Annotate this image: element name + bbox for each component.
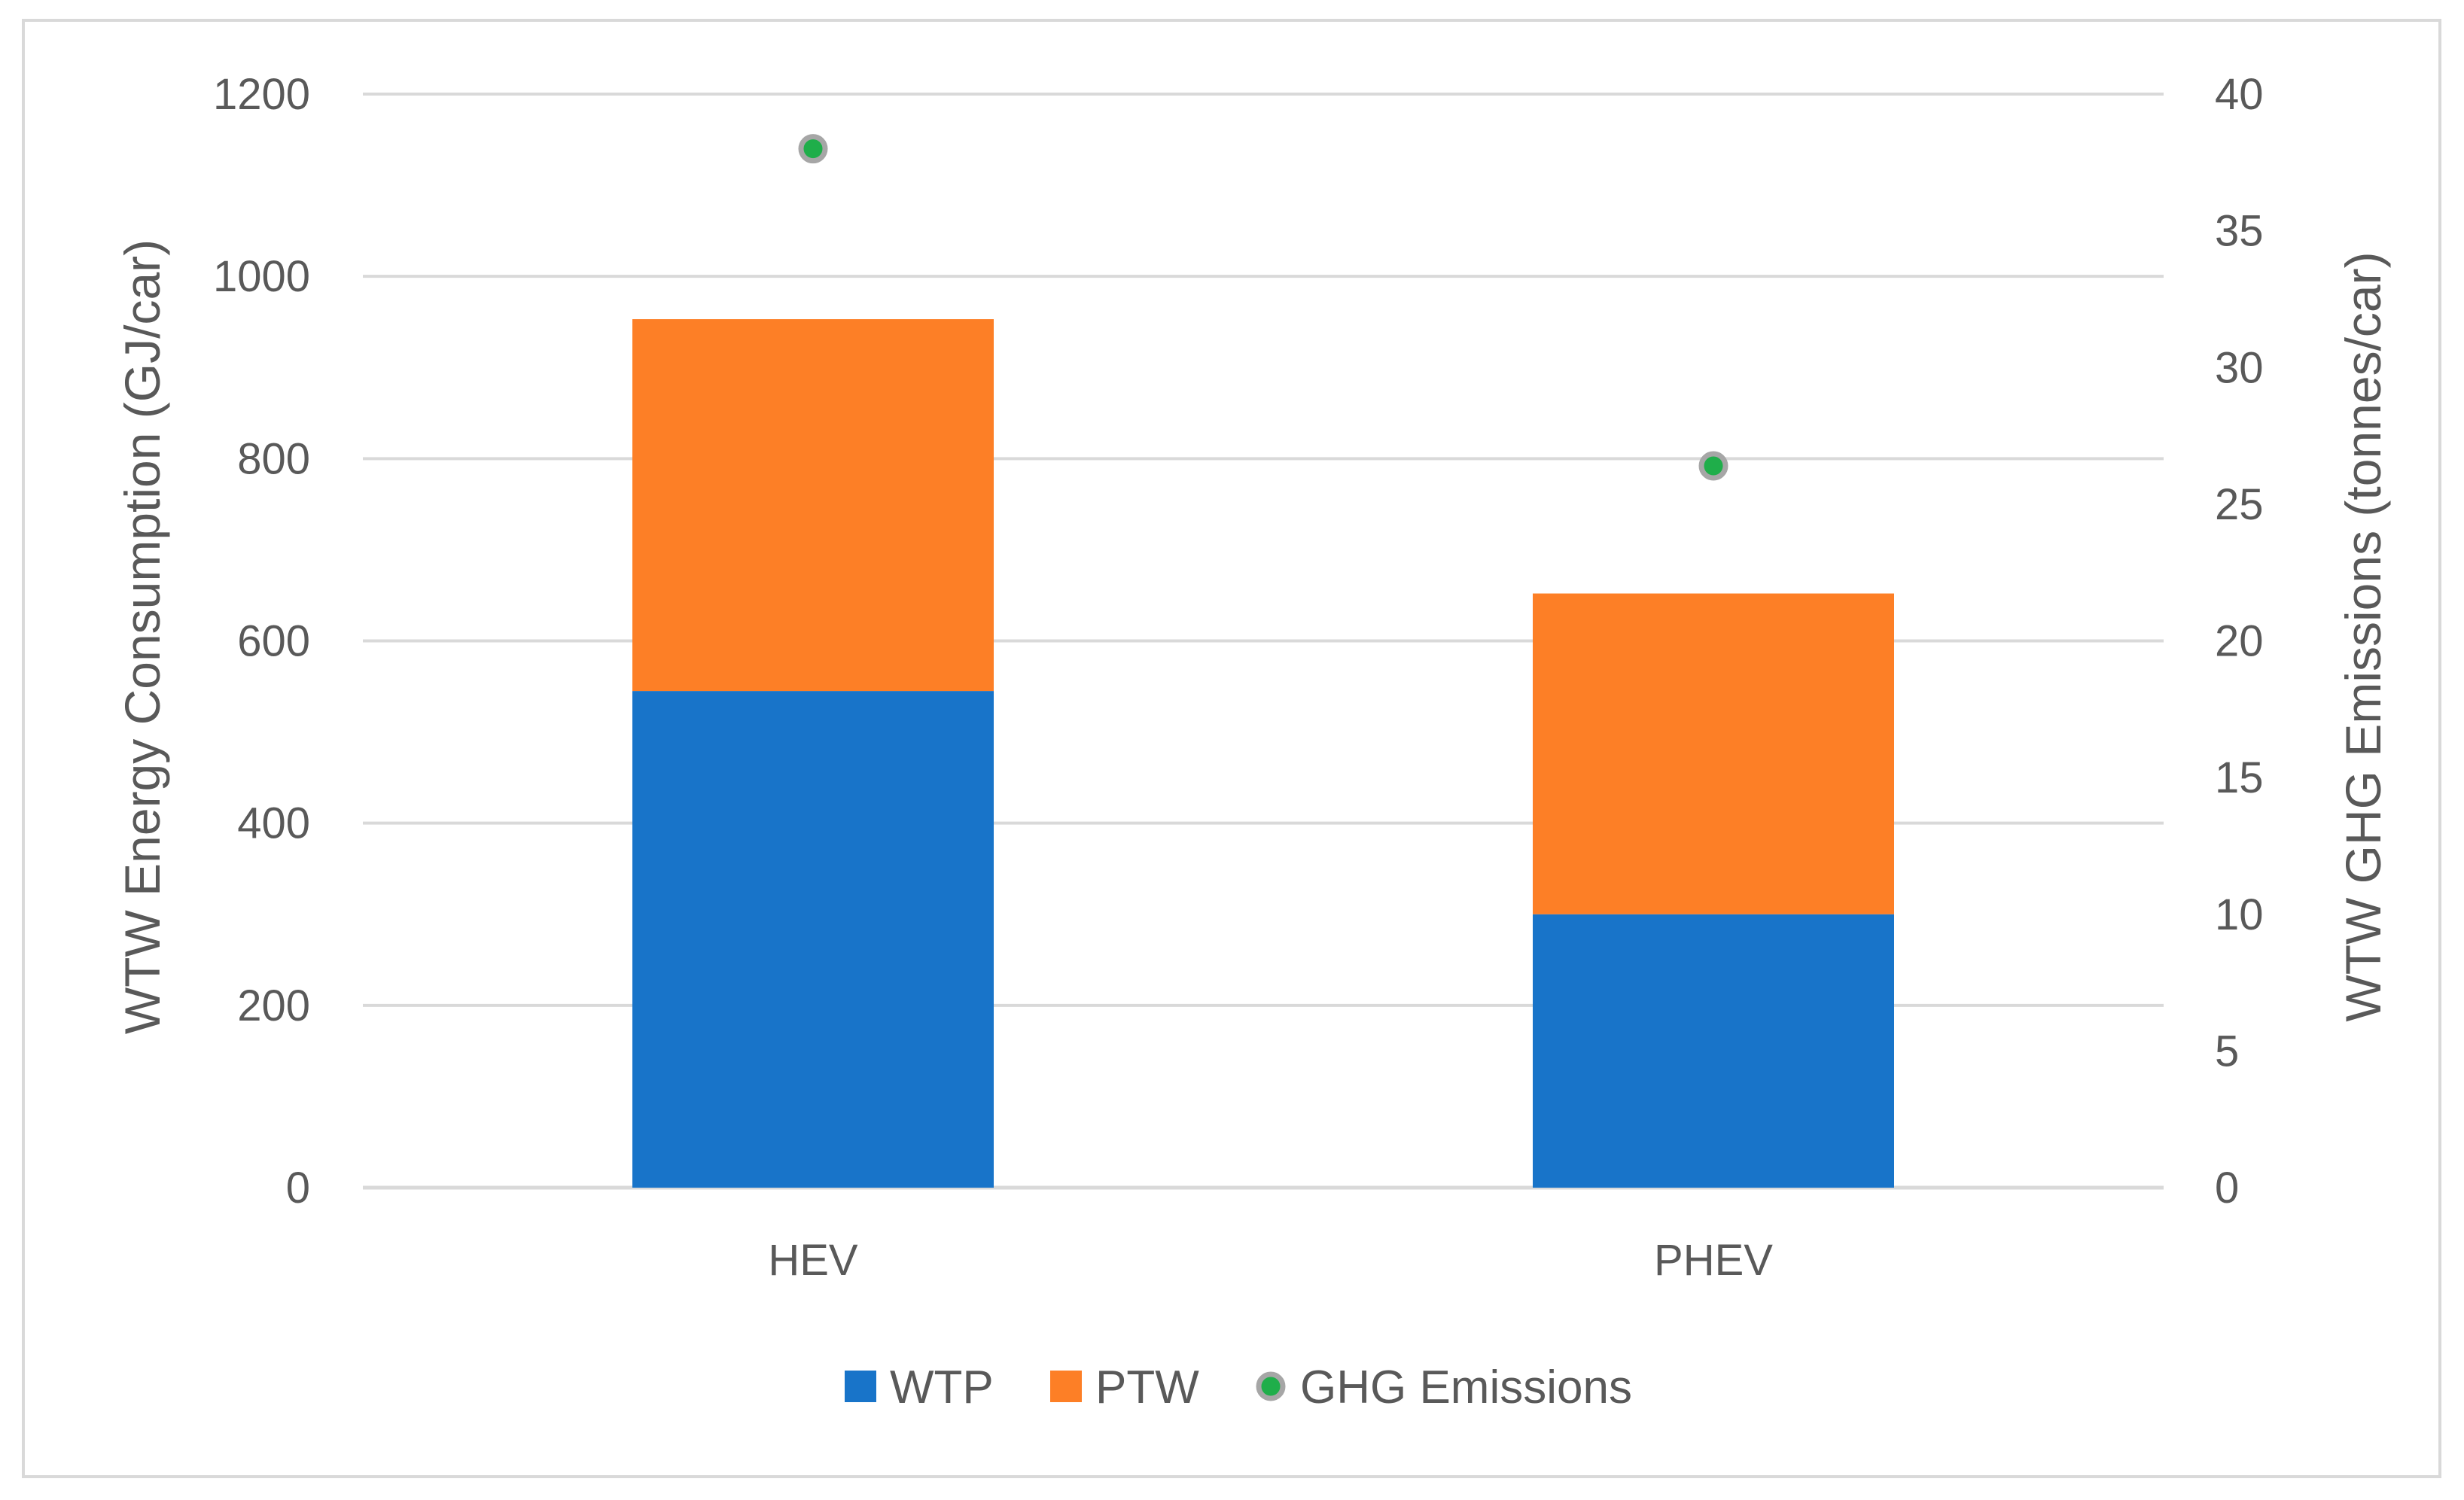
legend-marker-ghg-emissions <box>1256 1371 1286 1401</box>
legend-swatch-wtp <box>845 1371 876 1402</box>
bar-ptw-phev <box>1533 593 1894 914</box>
ghg-point-phev <box>1698 451 1728 481</box>
y2-tick-label: 25 <box>2215 480 2264 529</box>
y2-tick-label: 5 <box>2215 1027 2239 1076</box>
bar-wtp-phev <box>1533 914 1894 1188</box>
y-axis-title: WTW Energy Consumption (GJ/car) <box>114 239 170 1034</box>
right-axis-ticks: 0 5 10 15 20 25 30 35 40 <box>2215 70 2264 1212</box>
bar-wtp-hev <box>632 691 994 1188</box>
y-tick-label: 1000 <box>213 252 310 301</box>
y-tick-label: 1200 <box>213 70 310 119</box>
y-tick-label: 400 <box>237 799 310 848</box>
y2-tick-label: 0 <box>2215 1164 2239 1212</box>
chart-frame <box>22 19 2441 1478</box>
legend-label: WTP <box>890 1362 994 1413</box>
ghg-point-hev <box>798 134 828 164</box>
x-tick-label: PHEV <box>1654 1236 1773 1285</box>
ghg-points <box>798 134 1728 481</box>
bars <box>632 319 1894 1188</box>
y2-tick-label: 35 <box>2215 207 2264 256</box>
y2-axis-title: WTW GHG Emissions (tonnes/car) <box>2335 251 2391 1021</box>
bar-ptw-hev <box>632 319 994 692</box>
y2-tick-label: 30 <box>2215 343 2264 392</box>
y-tick-label: 0 <box>286 1164 310 1212</box>
y-tick-label: 600 <box>237 617 310 666</box>
y2-tick-label: 10 <box>2215 890 2264 939</box>
y2-tick-label: 20 <box>2215 617 2264 666</box>
legend-swatch-ptw <box>1050 1371 1082 1402</box>
y2-tick-label: 40 <box>2215 70 2264 119</box>
legend: WTP PTW GHG Emissions <box>845 1362 1632 1413</box>
x-axis-ticks: HEV PHEV <box>768 1236 1773 1285</box>
y-tick-label: 800 <box>237 434 310 483</box>
y2-tick-label: 15 <box>2215 753 2264 802</box>
legend-label: PTW <box>1095 1362 1199 1413</box>
left-axis-ticks: 0 200 400 600 800 1000 1200 <box>213 70 310 1212</box>
x-tick-label: HEV <box>768 1236 858 1285</box>
legend-label: GHG Emissions <box>1300 1362 1632 1413</box>
y-tick-label: 200 <box>237 981 310 1030</box>
